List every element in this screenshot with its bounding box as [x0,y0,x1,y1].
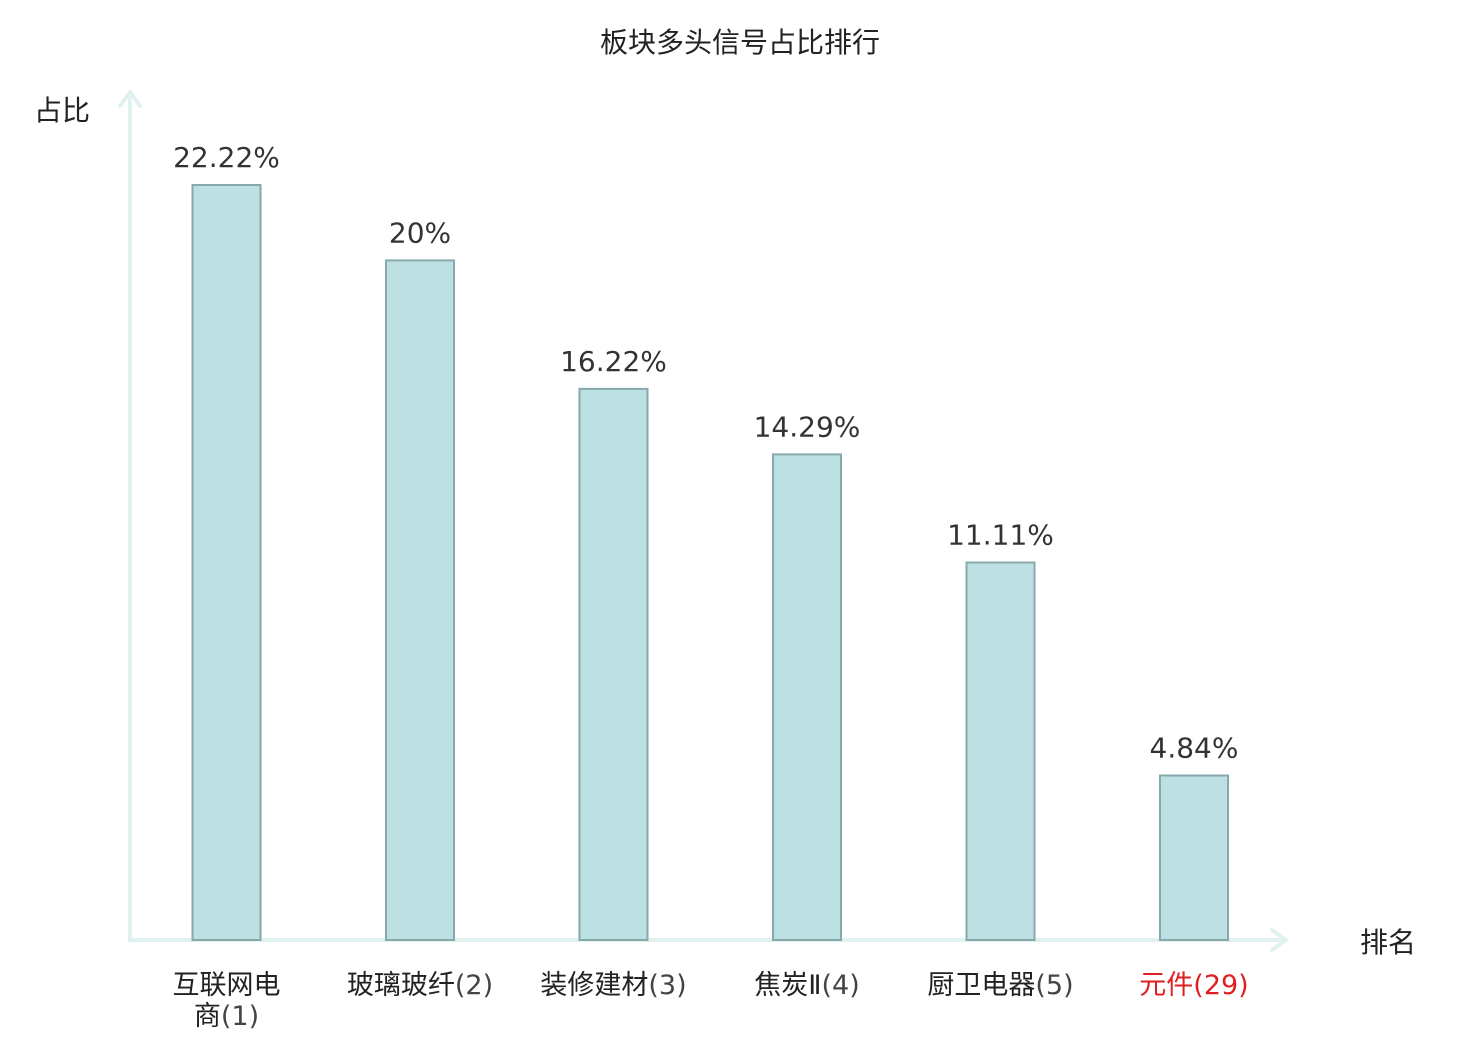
axes [118,90,1288,952]
bar [1159,774,1229,941]
category-labels: 互联网电商(1) 玻璃玻纤(2) 装修建材(3) 焦炭Ⅱ(4) 厨卫电器(5) 元件(29… [173,970,1249,1032]
data-label: 11.11% [947,519,1054,552]
bar [965,561,1036,941]
y-axis-arrow [118,90,142,108]
y-axis-label: 占比 [34,94,90,127]
value-labels: 22.22% 20% 16.22% 14.29% 11.11% 4.84% [173,141,1238,765]
chart-title: 板块多头信号占比排行 [600,26,880,59]
bar [578,387,649,941]
data-label: 22.22% [173,141,280,174]
data-label: 20% [389,216,451,249]
bar [772,453,842,941]
data-label: 16.22% [560,345,667,378]
bar [191,184,262,941]
bars [191,184,1229,941]
category-label: 焦炭Ⅱ(4) [754,970,860,1001]
data-label: 4.84% [1150,732,1239,765]
x-axis-arrow [1270,928,1288,952]
category-label: 元件(29) [1139,970,1248,1001]
data-label: 14.29% [754,410,861,443]
category-label: 装修建材(3) [540,970,686,1001]
category-label: 厨卫电器(5) [927,970,1073,1001]
x-axis-label: 排名 [1360,926,1416,959]
bar [385,259,455,941]
category-label: 玻璃玻纤(2) [347,970,493,1001]
category-label: 互联网电商(1) [173,970,281,1032]
